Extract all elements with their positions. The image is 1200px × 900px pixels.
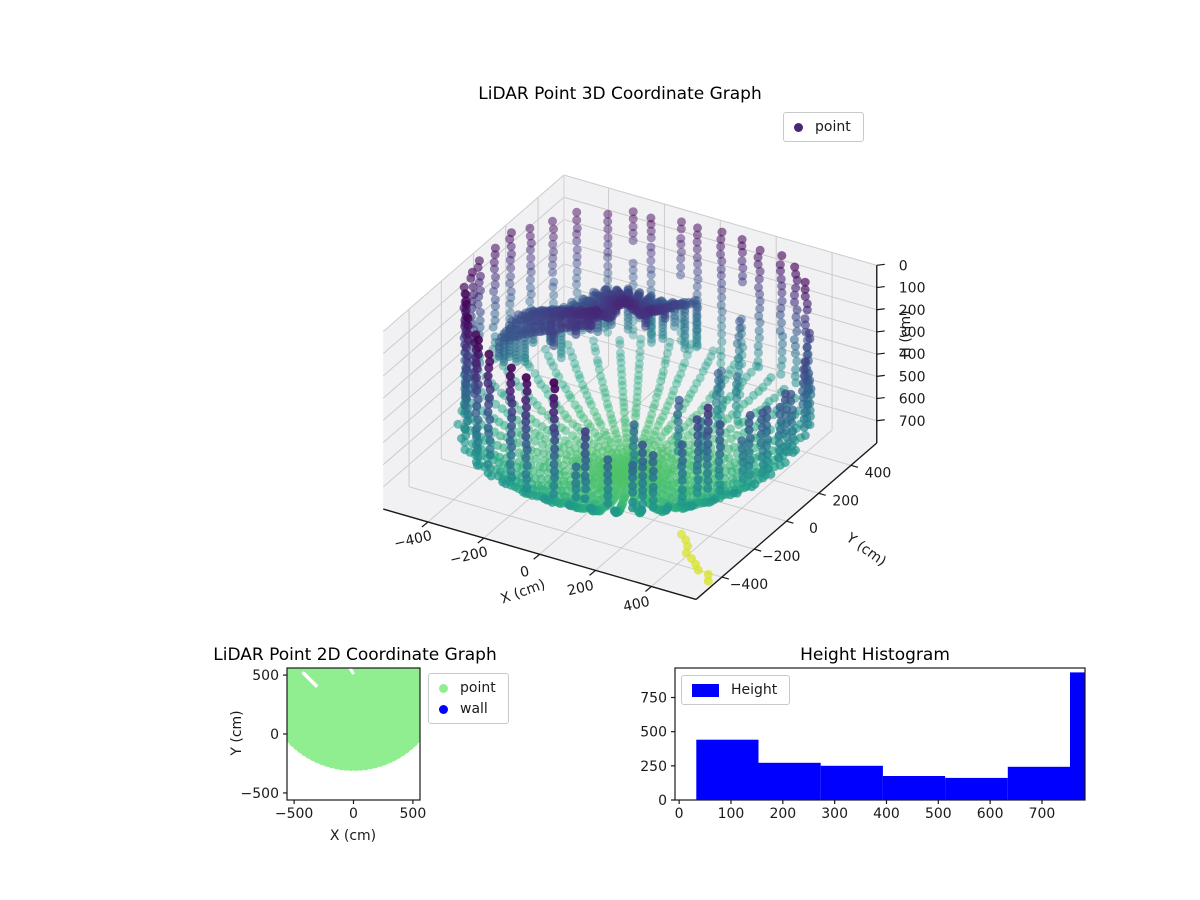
svg-text:−500: −500 [241, 786, 279, 802]
plot3d-legend: point [783, 112, 864, 142]
histogram-legend-label: Height [731, 682, 778, 698]
svg-text:500: 500 [899, 369, 926, 385]
svg-text:400: 400 [899, 347, 926, 363]
plot2d-title: LiDAR Point 2D Coordinate Graph [213, 645, 497, 665]
svg-text:250: 250 [640, 759, 667, 775]
plot2d-legend-item-wall: wall [439, 701, 496, 717]
svg-text:400: 400 [873, 806, 900, 822]
svg-text:300: 300 [899, 325, 926, 341]
plot3d-zaxis-label: H (cm) [898, 310, 914, 358]
point-marker-icon [794, 122, 803, 132]
histogram-legend: Height [681, 675, 791, 705]
svg-text:500: 500 [400, 806, 427, 822]
plot2d-legend-label-wall: wall [460, 701, 488, 717]
svg-text:0: 0 [519, 564, 531, 582]
plot3d-legend-label: point [815, 119, 851, 135]
svg-text:100: 100 [718, 806, 745, 822]
plot3d-area: −400 −200 0 200 400 −400 −200 0 200 400 0 100 200 300… [382, 174, 926, 616]
svg-text:600: 600 [899, 392, 926, 408]
histogram-area: 0 100 200 300 400 500 600 700 0 250 500 750 [640, 667, 1086, 822]
svg-text:300: 300 [821, 806, 848, 822]
plot2d-legend-label-point: point [460, 680, 496, 696]
plot2d-area: −500 0 500 −500 0 500 [241, 667, 427, 822]
svg-text:0: 0 [899, 258, 908, 274]
svg-text:200: 200 [899, 303, 926, 319]
svg-text:500: 500 [640, 725, 667, 741]
svg-text:0: 0 [349, 806, 358, 822]
plot2d-yaxis-label: Y (cm) [229, 710, 245, 756]
svg-text:600: 600 [977, 806, 1004, 822]
histogram-title: Height Histogram [800, 645, 950, 665]
plot2d-legend-item-point: point [439, 680, 496, 696]
plot3d-legend-item-point: point [794, 119, 851, 135]
svg-text:750: 750 [640, 691, 667, 707]
svg-text:−400: −400 [393, 528, 434, 552]
plot3d-title: LiDAR Point 3D Coordinate Graph [478, 84, 762, 104]
svg-text:−200: −200 [762, 549, 800, 565]
svg-text:700: 700 [899, 414, 926, 430]
svg-text:200: 200 [832, 493, 859, 509]
svg-text:−200: −200 [448, 544, 489, 568]
svg-text:−500: −500 [275, 806, 313, 822]
svg-text:0: 0 [270, 727, 279, 743]
svg-text:400: 400 [622, 594, 652, 616]
svg-text:200: 200 [769, 806, 796, 822]
height-swatch-icon [692, 683, 719, 697]
svg-text:700: 700 [1029, 806, 1056, 822]
wall-marker-icon [439, 704, 448, 714]
svg-text:−400: −400 [730, 577, 768, 593]
svg-text:0: 0 [675, 806, 684, 822]
plot2d-xaxis-label: X (cm) [329, 828, 377, 844]
svg-text:400: 400 [865, 465, 892, 481]
svg-text:0: 0 [809, 521, 818, 537]
svg-text:500: 500 [252, 668, 279, 684]
histogram-legend-item-height: Height [692, 682, 777, 698]
point-marker-icon [439, 683, 448, 693]
plot2d-legend: point wall [428, 673, 509, 724]
svg-text:200: 200 [566, 578, 596, 600]
svg-text:100: 100 [899, 281, 926, 297]
svg-text:0: 0 [658, 793, 667, 809]
svg-text:500: 500 [925, 806, 952, 822]
